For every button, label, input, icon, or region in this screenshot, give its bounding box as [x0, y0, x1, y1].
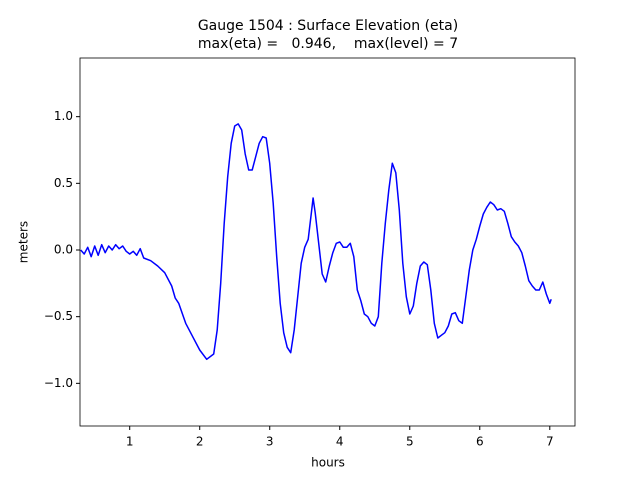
axes-frame	[79, 57, 576, 427]
x-tick-label: 3	[266, 435, 274, 449]
x-tick-label: 1	[126, 435, 134, 449]
x-axis-label: hours	[311, 456, 345, 470]
x-tick-label: 4	[336, 435, 344, 449]
chart-subtitle: max(eta) = 0.946, max(level) = 7	[198, 36, 458, 52]
x-tick-label: 7	[546, 435, 554, 449]
x-tick-label: 6	[476, 435, 484, 449]
y-tick-label: −0.5	[44, 309, 73, 323]
y-tick-label: 1.0	[54, 109, 73, 123]
data-line	[80, 123, 552, 361]
y-tick-label: 0.0	[54, 243, 73, 257]
y-tick-label: −1.0	[44, 376, 73, 390]
y-axis-label: meters	[17, 221, 31, 263]
x-tick-label: 2	[196, 435, 204, 449]
x-tick-label: 5	[406, 435, 414, 449]
y-tick-label: 0.5	[54, 176, 73, 190]
chart-title: Gauge 1504 : Surface Elevation (eta)	[198, 18, 458, 34]
